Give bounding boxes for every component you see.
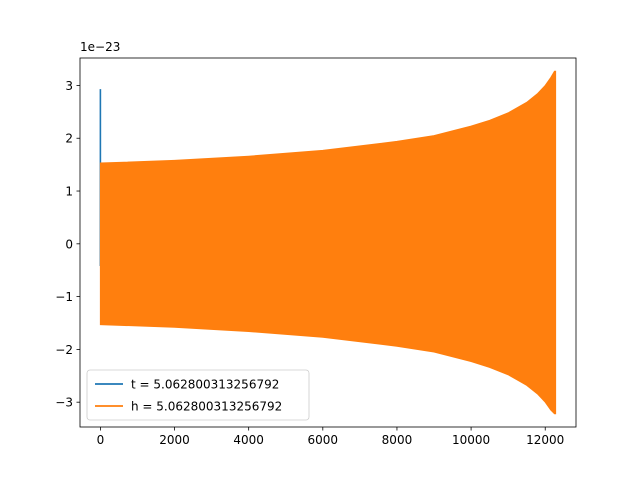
y-tick-label: 1 [65, 185, 73, 199]
series-h-band [99, 70, 557, 415]
x-tick-label: 4000 [233, 433, 264, 447]
x-tick-label: 10000 [452, 433, 490, 447]
x-tick-label: 6000 [308, 433, 339, 447]
y-tick-label: −3 [55, 396, 73, 410]
x-tick-label: 2000 [159, 433, 190, 447]
legend-label: h = 5.062800313256792 [131, 400, 282, 414]
y-tick-label: −1 [55, 290, 73, 304]
legend-box [86, 369, 310, 421]
x-tick-label: 0 [97, 433, 105, 447]
legend-label: t = 5.062800313256792 [131, 378, 279, 392]
y-tick-label: 0 [65, 237, 73, 251]
y-tick-label: 3 [65, 79, 73, 93]
y-offset-text: 1e−23 [80, 40, 120, 54]
x-tick-label: 12000 [526, 433, 564, 447]
y-tick-label: 2 [65, 132, 73, 146]
x-tick-label: 8000 [382, 433, 413, 447]
axes-frame [79, 57, 577, 428]
y-tick-label: −2 [55, 343, 73, 357]
legend: t = 5.062800313256792 h = 5.0628003132567… [86, 369, 310, 421]
